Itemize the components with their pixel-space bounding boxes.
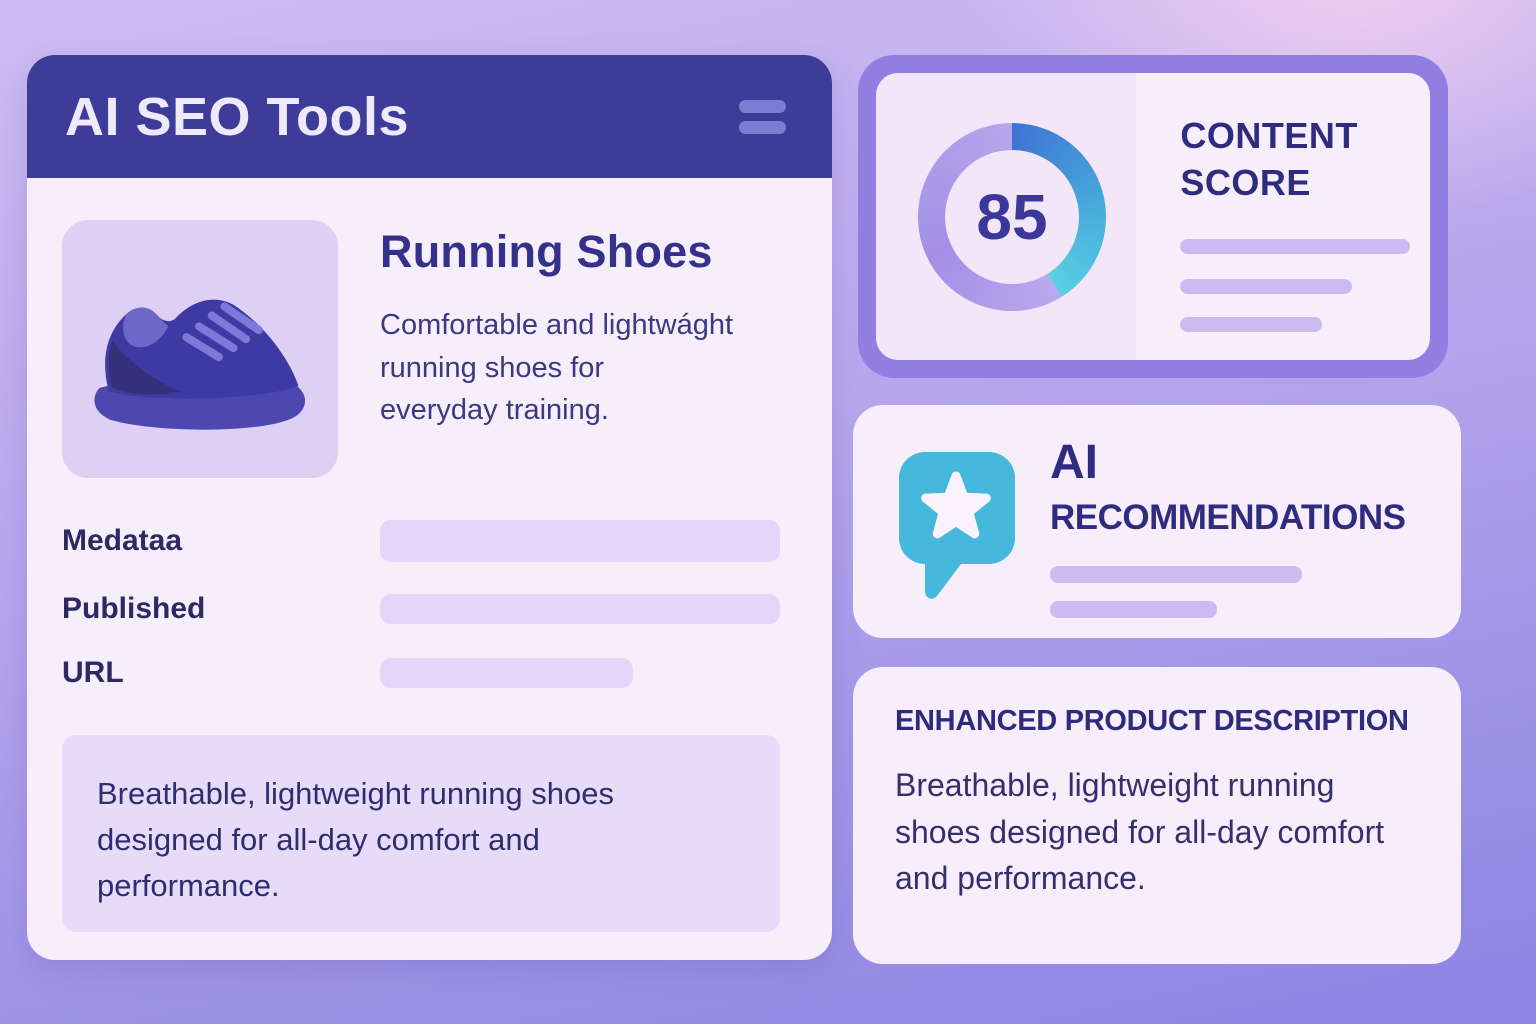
app-title: AI SEO Tools <box>65 86 410 147</box>
meta-description-box: Breathable, lightweight running shoes de… <box>62 735 780 932</box>
placeholder-line <box>1180 238 1411 254</box>
enhanced-description-heading: ENHANCED PRODUCT DESCRIPTION <box>895 705 1409 737</box>
seo-tool-panel: AI SEO Tools <box>27 55 832 960</box>
placeholder-line <box>1050 601 1217 618</box>
placeholder-line <box>1180 278 1353 294</box>
published-label: Published <box>62 592 206 625</box>
metadata-label: Medataa <box>62 524 183 557</box>
url-label: URL <box>62 656 124 689</box>
published-value-field <box>380 594 780 624</box>
metadata-value-field <box>380 520 780 562</box>
score-gauge-ring: 85 <box>918 123 1106 311</box>
placeholder-line <box>1050 566 1302 583</box>
product-section: Running Shoes Comfortable and lightwáght… <box>62 220 797 478</box>
product-name: Running Shoes <box>380 226 713 277</box>
score-value: 85 <box>976 181 1048 253</box>
meta-description-text: Breathable, lightweight running shoes de… <box>97 776 615 903</box>
content-score-card: 85 CONTENT SCORE <box>858 55 1448 378</box>
enhanced-description-card: ENHANCED PRODUCT DESCRIPTION Breathable,… <box>853 667 1461 964</box>
product-description: Comfortable and lightwáght running shoes… <box>380 309 734 427</box>
score-gauge-section: 85 <box>876 73 1137 360</box>
chat-bubble-star-icon <box>897 450 1027 605</box>
running-shoe-icon <box>94 299 306 430</box>
enhanced-description-text: Breathable, lightweight running shoes de… <box>895 767 1385 897</box>
metadata-section: Medataa Published URL <box>62 520 797 690</box>
content-score-heading: CONTENT SCORE <box>1180 115 1358 203</box>
ai-recommendations-heading: AI RECOMMENDATIONS <box>1050 436 1406 537</box>
product-image <box>62 220 338 478</box>
url-value-field <box>380 658 633 688</box>
metadata-row-url: URL <box>62 656 797 690</box>
app-header: AI SEO Tools <box>27 55 832 178</box>
metadata-row-published: Published <box>62 592 797 626</box>
ai-recommendations-card: AI RECOMMENDATIONS <box>853 405 1461 638</box>
hamburger-menu-icon[interactable] <box>739 99 786 134</box>
score-text-section: CONTENT SCORE <box>1136 73 1430 360</box>
placeholder-line <box>1180 316 1323 332</box>
metadata-row-metadata: Medataa <box>62 520 797 562</box>
